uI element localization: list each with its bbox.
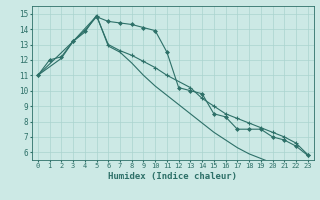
X-axis label: Humidex (Indice chaleur): Humidex (Indice chaleur) (108, 172, 237, 181)
